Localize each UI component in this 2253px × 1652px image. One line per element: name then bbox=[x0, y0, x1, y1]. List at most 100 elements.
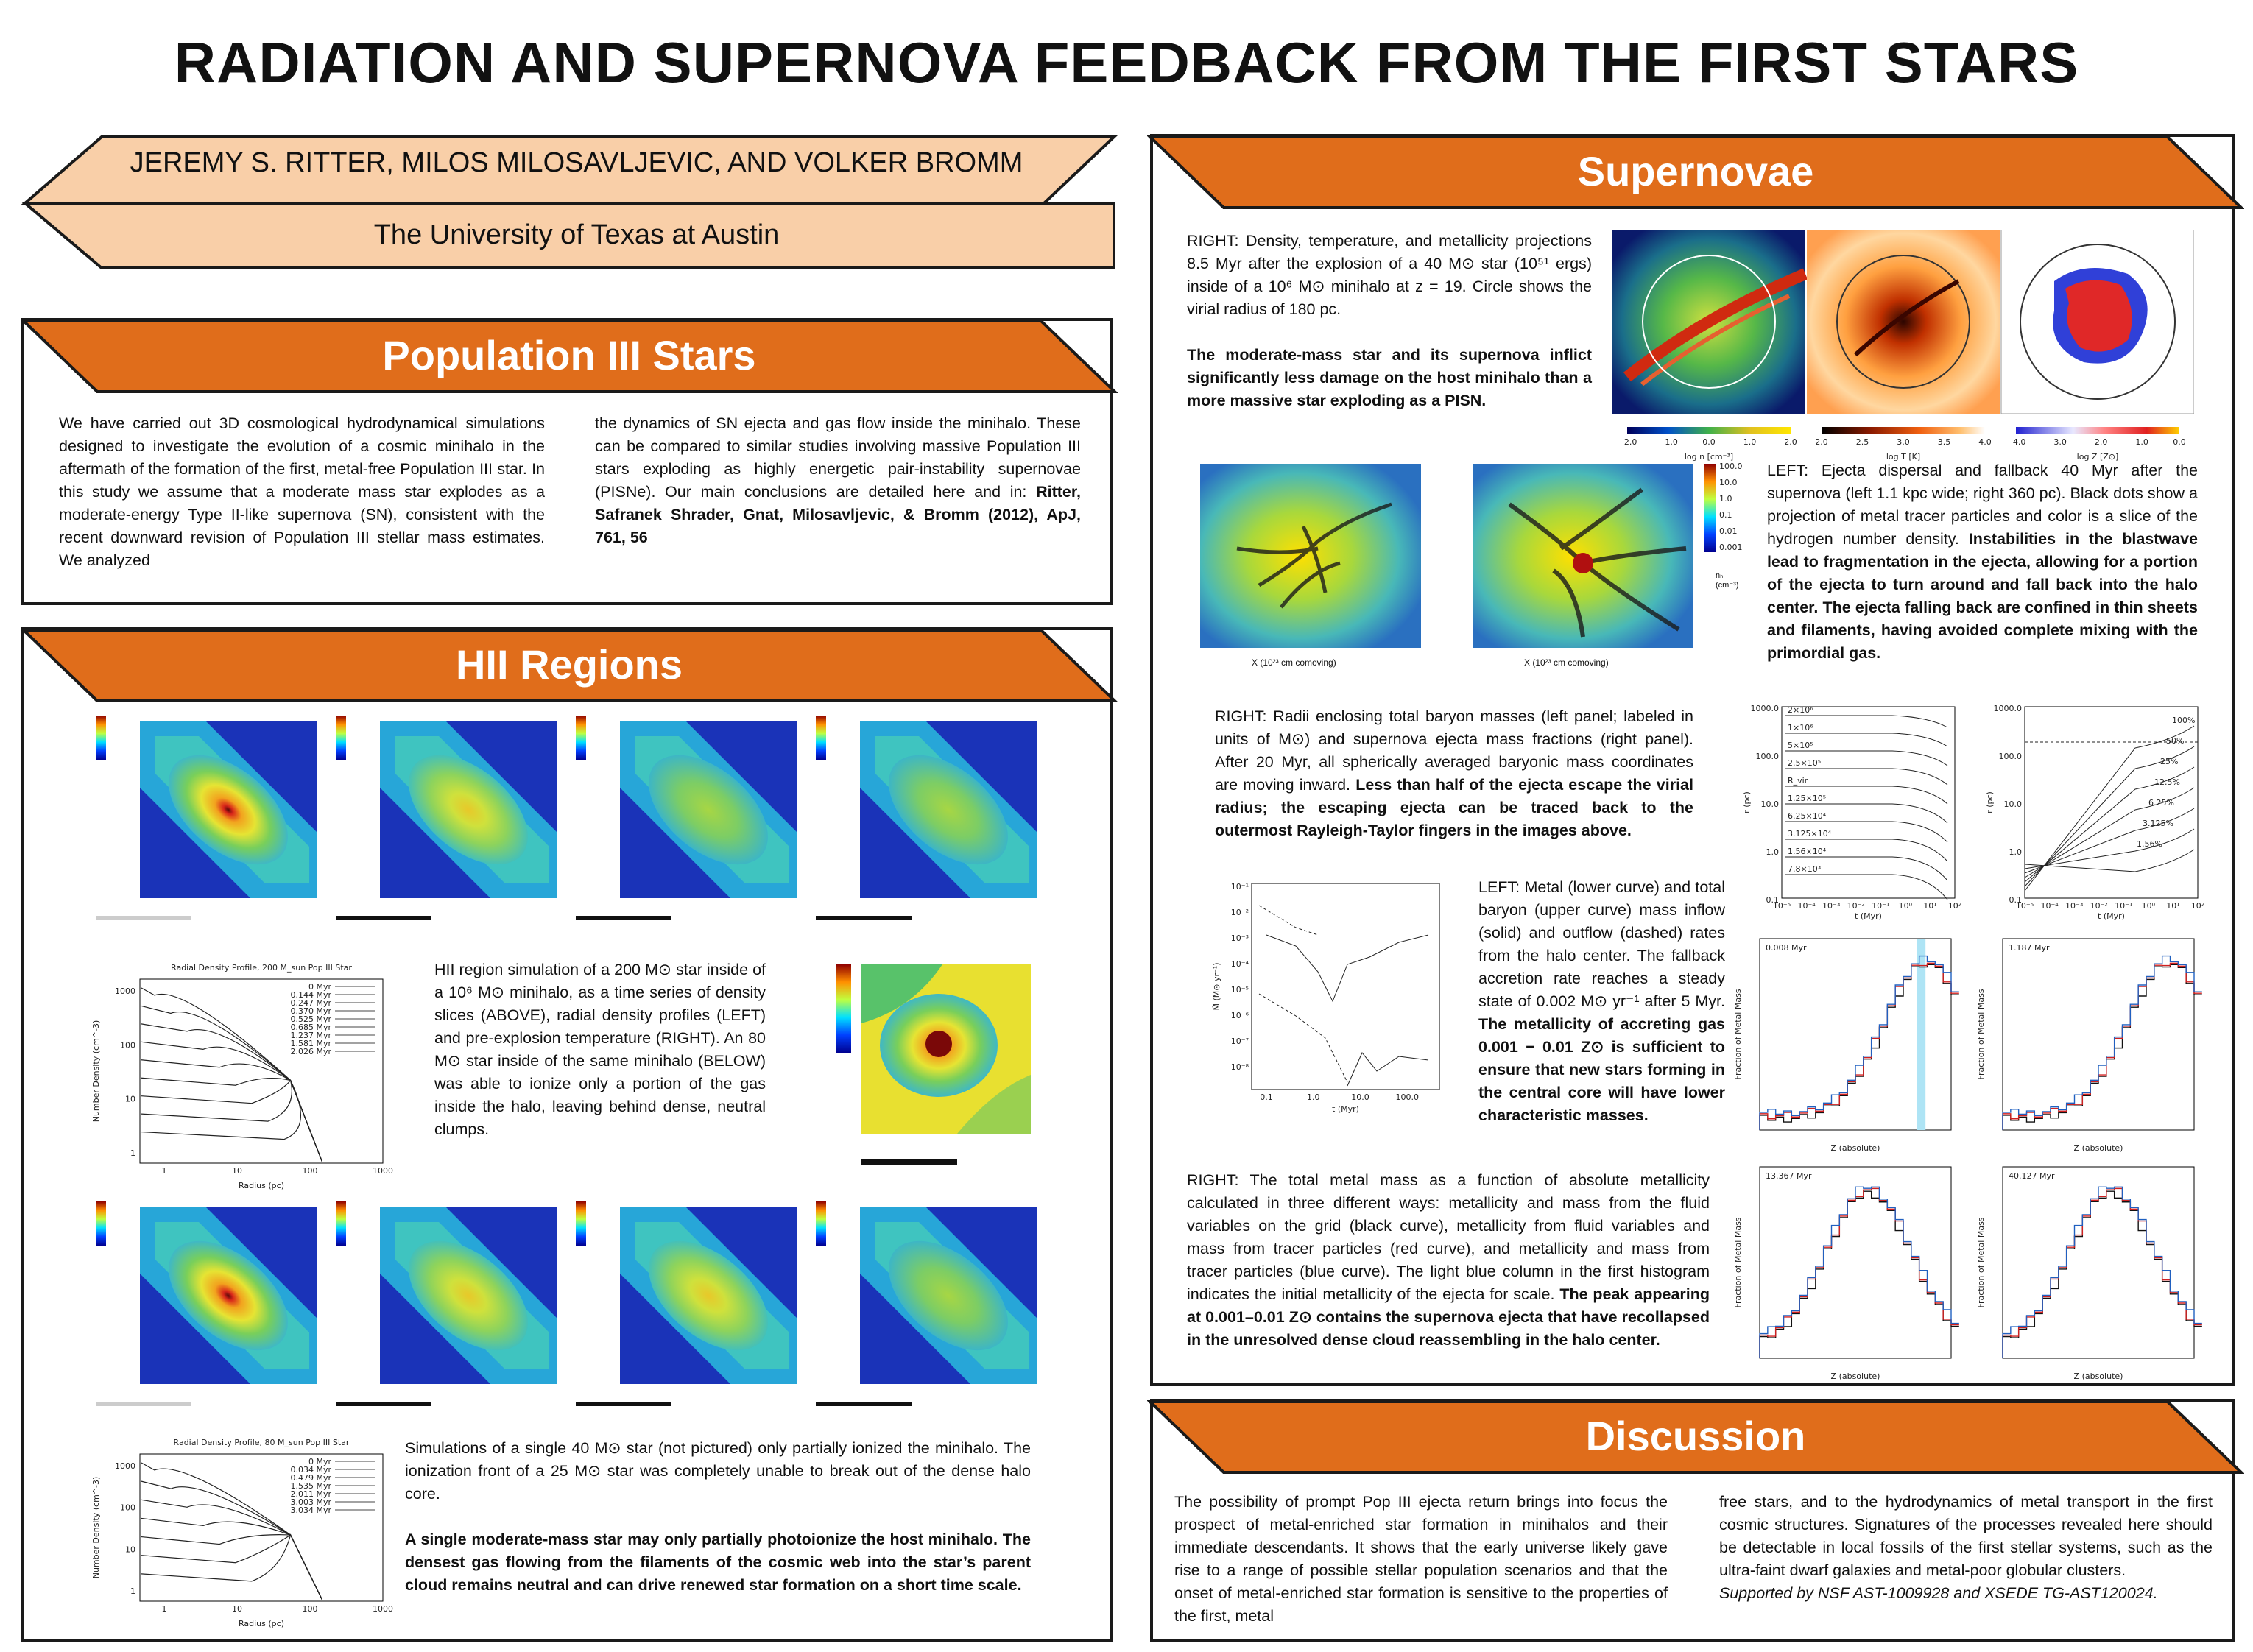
slice-timebar bbox=[96, 916, 191, 920]
accretion-xlabel: t (Myr) bbox=[1332, 1104, 1359, 1114]
radii-xtick: 10² bbox=[1948, 901, 1961, 911]
pop3-banner: Population III Stars bbox=[21, 318, 1118, 399]
metal-histogram-panel: 13.367 Myr Z (absolute) Fraction of Metal … bbox=[1733, 1166, 1959, 1381]
profile-legend-entry: 0.144 Myr bbox=[290, 990, 331, 1000]
radii-ytick: 1.0 bbox=[1766, 847, 1780, 857]
accretion-ylabel: Ṁ (M⊙ yr⁻¹) bbox=[1212, 962, 1221, 1010]
profile-title: Radial Density Profile, 80 M_sun Pop III… bbox=[174, 1438, 350, 1447]
baryon-outflow-curve bbox=[1258, 905, 1319, 936]
slice-timebar bbox=[96, 1402, 191, 1406]
profile-curve bbox=[141, 1080, 323, 1162]
slice-timebar bbox=[576, 916, 671, 920]
profile-legend-entry: 2.011 Myr bbox=[290, 1489, 331, 1499]
radial-profile-200msun: Radial Density Profile, 200 M_sun Pop II… bbox=[88, 957, 398, 1193]
radii-xtick: 10⁻³ bbox=[1822, 901, 1840, 911]
radii-ytick: 1000.0 bbox=[1751, 704, 1780, 713]
profile-xlabel: Radius (pc) bbox=[239, 1619, 284, 1628]
radii-fraction-label: 6.25% bbox=[2148, 798, 2174, 808]
profile-ytick: 10 bbox=[125, 1095, 135, 1104]
pre-explosion-temperature bbox=[810, 957, 1038, 1185]
baryon-inflow-curve bbox=[1266, 934, 1429, 1003]
profile-legend-entry: 0 Myr bbox=[308, 1457, 331, 1466]
hii-row2-panel-1 bbox=[96, 1201, 317, 1406]
profile-legend-entry: 3.034 Myr bbox=[290, 1505, 331, 1515]
hii-heading: HII Regions bbox=[455, 641, 683, 688]
radii-curve bbox=[1785, 821, 1948, 843]
slice-halo bbox=[409, 755, 528, 865]
histogram-xlabel: Z (absolute) bbox=[2074, 1372, 2123, 1381]
poster-title: RADIATION AND SUPERNOVA FEEDBACK FROM TH… bbox=[174, 30, 2079, 95]
histogram-ylabel: Fraction of Metal Mass bbox=[1976, 1217, 1986, 1307]
slice-colorbar bbox=[576, 716, 586, 760]
accretion-xtick: 100.0 bbox=[1396, 1092, 1420, 1102]
radii-curve bbox=[1785, 715, 1948, 728]
slice-halo bbox=[889, 755, 1008, 865]
profile-ytick: 100 bbox=[120, 1040, 135, 1050]
accretion-ytick: 10⁻² bbox=[1231, 908, 1249, 917]
hii-row2-panel-3 bbox=[576, 1201, 797, 1406]
accretion-ytick: 10⁻¹ bbox=[1231, 882, 1249, 892]
hii-caption1: HII region simulation of a 200 M⊙ star i… bbox=[434, 961, 766, 1138]
slice-halo bbox=[649, 755, 768, 865]
profile-curve bbox=[141, 1534, 323, 1600]
radii-mass-label: 2×10⁶ bbox=[1788, 705, 1813, 715]
ej-ticks-svg: 100.0 10.0 1.0 0.1 0.01 0.001 bbox=[1719, 462, 1743, 552]
radii-xtick: 10⁰ bbox=[2142, 901, 2156, 911]
hii-caption2-conclusion: A single moderate-mass star may only par… bbox=[405, 1531, 1031, 1594]
colorbar-tick: −2.0 bbox=[1618, 437, 1637, 447]
radii-xtick: 10⁰ bbox=[1899, 901, 1913, 911]
radii-fraction-label: 12.5% bbox=[2154, 777, 2180, 787]
slice-timebar bbox=[336, 1402, 431, 1406]
profile-curve bbox=[141, 1534, 323, 1600]
radii-curve bbox=[1785, 839, 1948, 862]
profile-ytick: 1 bbox=[130, 1586, 135, 1596]
slice-colorbar bbox=[336, 1201, 346, 1246]
profile-curve bbox=[141, 1005, 323, 1162]
slice-timebar bbox=[576, 1402, 671, 1406]
slice-halo bbox=[889, 1240, 1008, 1351]
histogram-xlabel: Z (absolute) bbox=[1831, 1372, 1880, 1381]
radii-xtick: 10² bbox=[2191, 901, 2204, 911]
sn-banner: Supernovae bbox=[1147, 134, 2244, 215]
ejecta-fallback-figure: X (10²³ cm comoving) X (10²³ cm comoving… bbox=[1171, 460, 1745, 674]
radii-fraction-curve bbox=[2024, 808, 2195, 874]
radii-caption-conclusion: Less than half of the ejecta escape the … bbox=[1215, 776, 1693, 839]
ejecta-colorbar-tick: 100.0 bbox=[1719, 462, 1743, 471]
ejecta-caption-text: LEFT: Ejecta dispersal and fallback 40 M… bbox=[1767, 462, 2198, 548]
radii-fraction-curve bbox=[2024, 828, 2195, 869]
accretion-ytick: 10⁻⁸ bbox=[1231, 1062, 1249, 1072]
ejecta-wide bbox=[1200, 464, 1421, 648]
radii-fraction-curve bbox=[2024, 725, 2195, 892]
radii-ytick: 1000.0 bbox=[1994, 704, 2023, 713]
profile-curve bbox=[141, 1077, 323, 1162]
hii-density-slices-80msun bbox=[96, 1193, 1068, 1413]
discussion-heading: Discussion bbox=[1585, 1413, 1806, 1459]
profile-legend-entry: 1.535 Myr bbox=[290, 1481, 331, 1491]
radii-curve bbox=[1785, 803, 1948, 824]
histogram-curve bbox=[1759, 955, 1959, 1130]
pop3-col1: We have carried out 3D cosmological hydr… bbox=[59, 414, 545, 569]
slice-colorbar bbox=[336, 716, 346, 760]
radii-ytick: 1.0 bbox=[2009, 847, 2023, 857]
histogram-frame bbox=[2002, 938, 2195, 1131]
sn-top-caption-text: RIGHT: Density, temperature, and metalli… bbox=[1187, 232, 1592, 318]
radii-mass-label: 7.8×10³ bbox=[1788, 864, 1821, 874]
profile-xtick: 10 bbox=[232, 1604, 242, 1614]
accretion-xtick: 0.1 bbox=[1260, 1092, 1273, 1102]
hii-caption2: Simulations of a single 40 M⊙ star (not … bbox=[405, 1437, 1031, 1597]
profile-frame bbox=[139, 1453, 384, 1602]
profile-legend-entry: 1.581 Myr bbox=[290, 1039, 331, 1048]
radii-fraction-label: 3.125% bbox=[2143, 819, 2173, 828]
radii-xtick: 10⁻⁵ bbox=[1773, 901, 1791, 911]
author-band: JEREMY S. RITTER, MILOS MILOSAVLJEVIC, A… bbox=[21, 133, 1118, 324]
radii-fraction-label: 50% bbox=[2166, 736, 2184, 746]
profile-legend-entry: 0.370 Myr bbox=[290, 1006, 331, 1016]
histogram-time-label: 0.008 Myr bbox=[1766, 943, 1807, 953]
profile-title: Radial Density Profile, 200 M_sun Pop II… bbox=[171, 963, 352, 973]
ejecta-colorbar-tick: 10.0 bbox=[1719, 478, 1738, 487]
profile-xlabel: Radius (pc) bbox=[239, 1181, 284, 1190]
radii-ytick: 10.0 bbox=[1761, 799, 1780, 809]
metal-caption-text: RIGHT: The total metal mass as a functio… bbox=[1187, 1171, 1710, 1303]
radii-mass-label: 1×10⁶ bbox=[1788, 723, 1813, 733]
profile-curve bbox=[141, 1462, 323, 1600]
